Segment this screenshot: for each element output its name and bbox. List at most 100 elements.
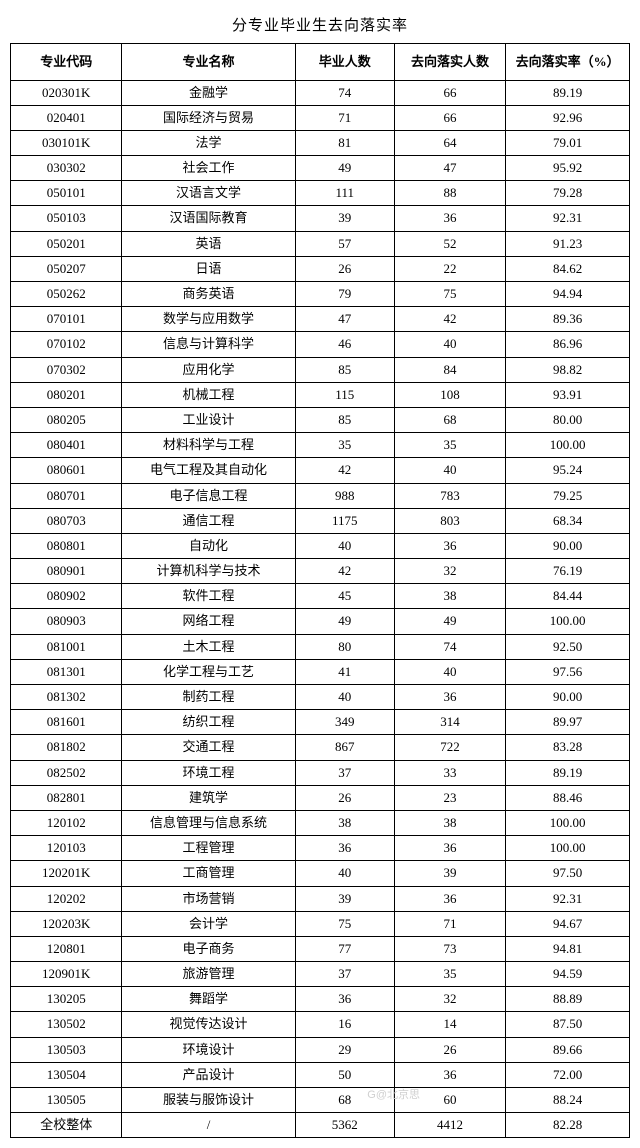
- table-cell: 纺织工程: [122, 710, 295, 735]
- table-cell: 52: [394, 231, 505, 256]
- table-cell: 日语: [122, 256, 295, 281]
- table-cell: 030101K: [11, 130, 122, 155]
- table-cell: 49: [295, 609, 394, 634]
- table-cell: 42: [295, 559, 394, 584]
- table-row: 081302制药工程403690.00: [11, 685, 630, 710]
- table-cell: 130505: [11, 1088, 122, 1113]
- table-cell: 130205: [11, 987, 122, 1012]
- table-cell: /: [122, 1113, 295, 1138]
- table-cell: 37: [295, 962, 394, 987]
- table-row: 120201K工商管理403997.50: [11, 861, 630, 886]
- table-row: 081301化学工程与工艺414097.56: [11, 659, 630, 684]
- table-cell: 89.19: [506, 760, 630, 785]
- table-cell: 国际经济与贸易: [122, 105, 295, 130]
- table-cell: 26: [394, 1037, 505, 1062]
- table-cell: 工程管理: [122, 836, 295, 861]
- table-cell: 26: [295, 785, 394, 810]
- table-cell: 79: [295, 282, 394, 307]
- table-cell: 市场营销: [122, 886, 295, 911]
- table-row: 030302社会工作494795.92: [11, 156, 630, 181]
- table-header-row: 专业代码 专业名称 毕业人数 去向落实人数 去向落实率（%）: [11, 44, 630, 81]
- table-cell: 电气工程及其自动化: [122, 458, 295, 483]
- table-cell: 36: [295, 987, 394, 1012]
- table-cell: 84: [394, 357, 505, 382]
- table-cell: 49: [394, 609, 505, 634]
- table-cell: 080601: [11, 458, 122, 483]
- table-cell: 1175: [295, 508, 394, 533]
- table-cell: 32: [394, 987, 505, 1012]
- table-cell: 金融学: [122, 80, 295, 105]
- table-cell: 16: [295, 1012, 394, 1037]
- table-cell: 网络工程: [122, 609, 295, 634]
- table-cell: 120202: [11, 886, 122, 911]
- table-cell: 14: [394, 1012, 505, 1037]
- table-row: 050201英语575291.23: [11, 231, 630, 256]
- table-cell: 68.34: [506, 508, 630, 533]
- table-cell: 867: [295, 735, 394, 760]
- table-cell: 050207: [11, 256, 122, 281]
- table-cell: 349: [295, 710, 394, 735]
- table-cell: 39: [394, 861, 505, 886]
- table-cell: 314: [394, 710, 505, 735]
- table-cell: 舞蹈学: [122, 987, 295, 1012]
- table-cell: 88.89: [506, 987, 630, 1012]
- table-cell: 75: [295, 911, 394, 936]
- table-row: 082502环境工程373389.19: [11, 760, 630, 785]
- table-cell: 95.24: [506, 458, 630, 483]
- col-header-placedcount: 去向落实人数: [394, 44, 505, 81]
- table-cell: 社会工作: [122, 156, 295, 181]
- table-cell: 79.25: [506, 483, 630, 508]
- table-cell: 40: [295, 533, 394, 558]
- table-cell: 40: [394, 659, 505, 684]
- table-row: 081601纺织工程34931489.97: [11, 710, 630, 735]
- table-cell: 84.62: [506, 256, 630, 281]
- table-cell: 产品设计: [122, 1062, 295, 1087]
- table-cell: 36: [394, 533, 505, 558]
- col-header-gradcount: 毕业人数: [295, 44, 394, 81]
- table-cell: 38: [394, 810, 505, 835]
- table-row: 082801建筑学262388.46: [11, 785, 630, 810]
- table-cell: 111: [295, 181, 394, 206]
- table-cell: 85: [295, 407, 394, 432]
- table-cell: 081601: [11, 710, 122, 735]
- table-cell: 46: [295, 332, 394, 357]
- table-row: 120901K旅游管理373594.59: [11, 962, 630, 987]
- table-cell: 722: [394, 735, 505, 760]
- table-cell: 工业设计: [122, 407, 295, 432]
- table-cell: 080205: [11, 407, 122, 432]
- table-row: 081802交通工程86772283.28: [11, 735, 630, 760]
- table-cell: 92.31: [506, 206, 630, 231]
- employment-rate-table: 专业代码 专业名称 毕业人数 去向落实人数 去向落实率（%） 020301K金融…: [10, 43, 630, 1138]
- col-header-name: 专业名称: [122, 44, 295, 81]
- table-cell: 66: [394, 80, 505, 105]
- table-cell: 070302: [11, 357, 122, 382]
- table-cell: 89.66: [506, 1037, 630, 1062]
- table-cell: 47: [394, 156, 505, 181]
- table-row: 120103工程管理3636100.00: [11, 836, 630, 861]
- table-cell: 77: [295, 936, 394, 961]
- table-cell: 89.36: [506, 307, 630, 332]
- table-cell: 120901K: [11, 962, 122, 987]
- table-cell: 71: [295, 105, 394, 130]
- table-row: 080401材料科学与工程3535100.00: [11, 433, 630, 458]
- table-cell: 081301: [11, 659, 122, 684]
- table-cell: 22: [394, 256, 505, 281]
- col-header-code: 专业代码: [11, 44, 122, 81]
- table-cell: 计算机科学与技术: [122, 559, 295, 584]
- table-cell: 130502: [11, 1012, 122, 1037]
- table-cell: 020401: [11, 105, 122, 130]
- table-cell: 26: [295, 256, 394, 281]
- table-cell: 97.56: [506, 659, 630, 684]
- table-cell: 49: [295, 156, 394, 181]
- table-cell: 120103: [11, 836, 122, 861]
- table-cell: 建筑学: [122, 785, 295, 810]
- table-cell: 服装与服饰设计: [122, 1088, 295, 1113]
- table-cell: 79.01: [506, 130, 630, 155]
- table-cell: 88: [394, 181, 505, 206]
- table-cell: 92.31: [506, 886, 630, 911]
- table-cell: 商务英语: [122, 282, 295, 307]
- table-cell: 29: [295, 1037, 394, 1062]
- table-row: 130504产品设计503672.00: [11, 1062, 630, 1087]
- table-cell: 35: [394, 962, 505, 987]
- table-cell: 通信工程: [122, 508, 295, 533]
